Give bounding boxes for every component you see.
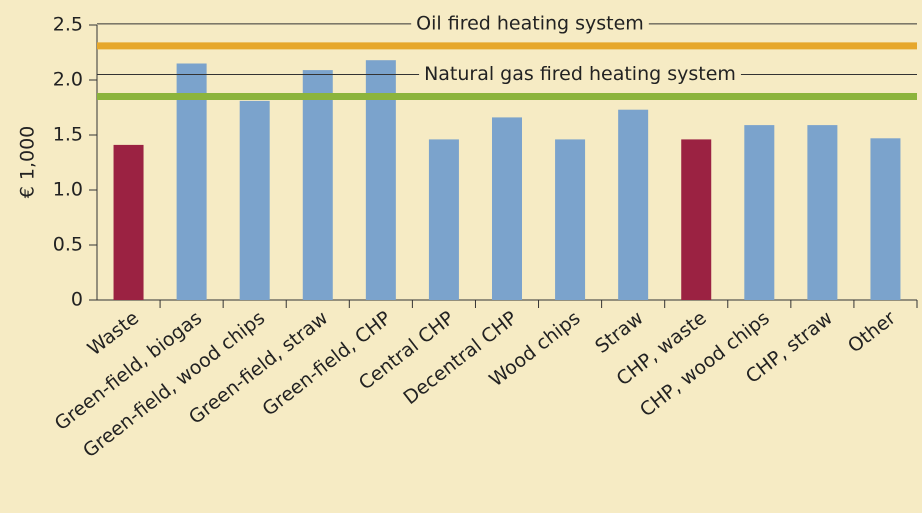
y-tick-label: 0.5 [53, 234, 83, 256]
bar [492, 117, 522, 301]
bar [302, 70, 333, 300]
bar [239, 100, 270, 301]
bar [807, 125, 838, 300]
y-tick-label: 1.0 [53, 179, 83, 201]
bar [176, 63, 207, 300]
y-tick-label: 0 [71, 289, 83, 311]
bar [681, 139, 712, 300]
label-background [411, 12, 649, 35]
y-tick-label: 1.5 [53, 124, 83, 146]
bar [870, 138, 901, 300]
bar [428, 139, 459, 300]
bar [113, 144, 144, 300]
reference-label: Natural gas fired heating system [424, 63, 736, 85]
bar [555, 139, 586, 300]
label-background [419, 63, 741, 85]
y-tick-label: 2.5 [53, 14, 83, 36]
bar [744, 125, 775, 300]
y-tick-label: 2.0 [53, 69, 83, 91]
bar [365, 60, 396, 301]
bar [618, 109, 649, 300]
reference-label: Oil fired heating system [416, 12, 644, 34]
y-axis-label: € 1,000 [17, 126, 39, 199]
